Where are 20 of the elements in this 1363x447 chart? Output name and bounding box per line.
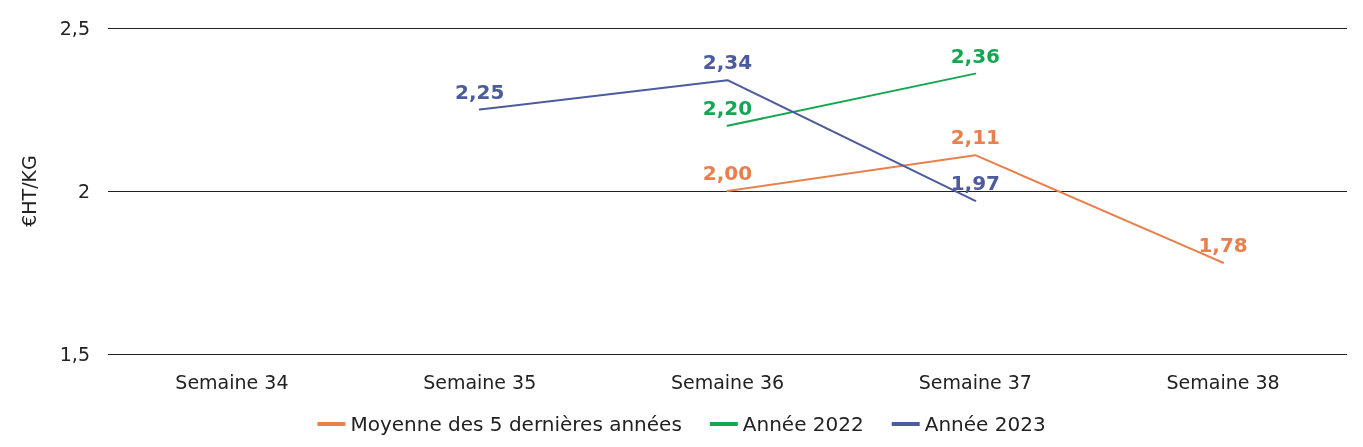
legend-label: Moyenne des 5 dernières années	[350, 412, 682, 436]
data-label: 2,25	[455, 79, 505, 104]
y-tick-label: 2,5	[59, 17, 90, 39]
data-label: 2,20	[702, 95, 753, 120]
y-axis-title: €HT/KG	[17, 155, 40, 227]
data-label: 2,11	[950, 125, 1000, 150]
data-label: 1,97	[950, 170, 1000, 195]
x-tick-label: Semaine 37	[918, 370, 1032, 393]
y-tick-label: 2	[77, 180, 90, 202]
data-label: 2,00	[702, 161, 753, 185]
y-tick-label: 1,5	[59, 343, 90, 365]
data-label: 1,78	[1198, 232, 1248, 257]
legend-label: Année 2022	[742, 412, 864, 436]
x-tick-label: Semaine 34	[175, 370, 289, 393]
data-label: 2,34	[702, 50, 753, 75]
data-label: 2,36	[950, 43, 1000, 68]
x-tick-label: Semaine 36	[670, 370, 785, 393]
x-tick-label: Semaine 38	[1166, 370, 1280, 393]
legend-label: Année 2023	[924, 412, 1046, 436]
x-tick-label: Semaine 35	[423, 370, 537, 393]
